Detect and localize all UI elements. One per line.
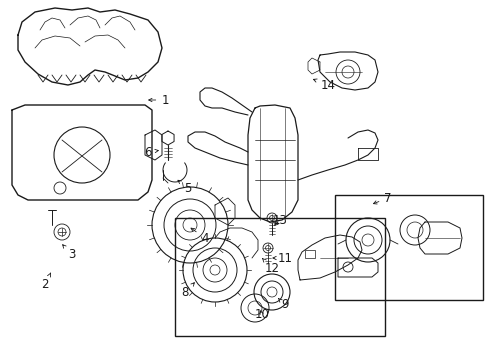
- Bar: [305, 250, 314, 258]
- Text: 2: 2: [41, 273, 50, 292]
- Text: 11: 11: [272, 252, 292, 265]
- Text: 5: 5: [178, 180, 191, 194]
- Text: 6: 6: [144, 145, 158, 158]
- Text: 4: 4: [191, 228, 208, 244]
- Text: 12: 12: [262, 258, 279, 275]
- Text: 1: 1: [148, 94, 168, 107]
- Text: 13: 13: [272, 213, 287, 226]
- Text: 3: 3: [62, 245, 76, 261]
- Text: 7: 7: [373, 192, 391, 204]
- Text: 14: 14: [313, 78, 335, 91]
- Text: 8: 8: [181, 283, 194, 300]
- Text: 10: 10: [254, 309, 269, 321]
- Bar: [175, 218, 384, 336]
- Bar: [334, 195, 482, 300]
- Text: 9: 9: [278, 298, 288, 311]
